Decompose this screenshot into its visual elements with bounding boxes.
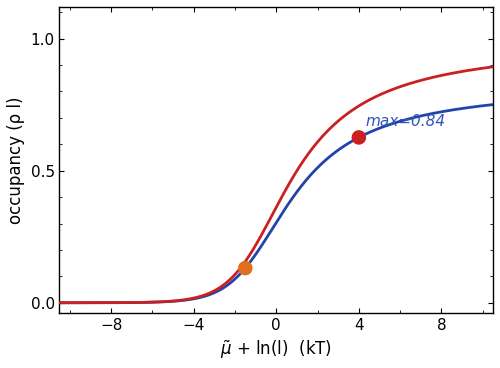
Y-axis label: occupancy (ρ l): occupancy (ρ l) [7, 96, 25, 224]
X-axis label: $\tilde{\mu}$ + ln(l)  (kT): $\tilde{\mu}$ + ln(l) (kT) [220, 339, 332, 361]
Text: max=0.84: max=0.84 [365, 114, 445, 130]
Point [355, 134, 363, 140]
Point [242, 265, 250, 271]
